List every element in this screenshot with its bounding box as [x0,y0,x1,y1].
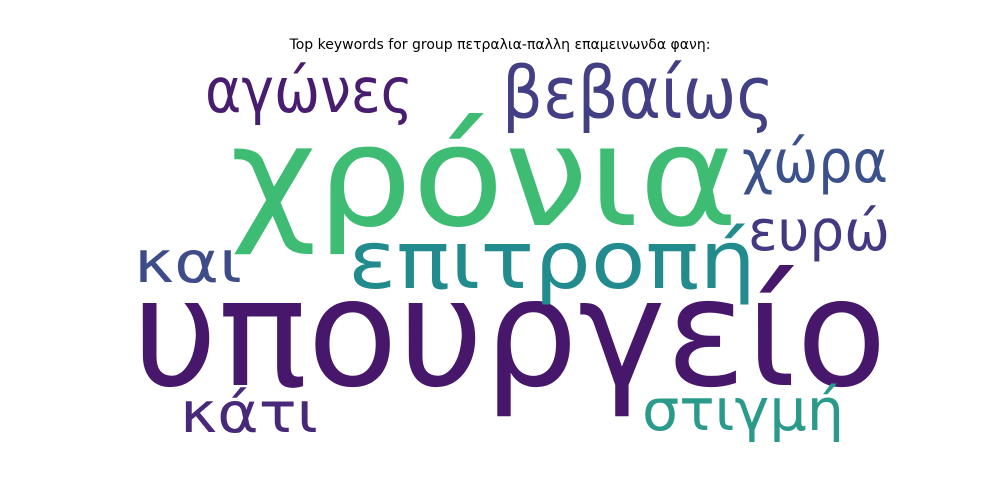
chart-title: Top keywords for group πετραλια-παλλη επ… [289,37,711,53]
wordcloud-word: αγώνες [205,54,413,127]
wordcloud-word: χώρα [742,127,888,197]
wordcloud-word: και [134,228,242,296]
wordcloud-word: ευρώ [748,199,890,264]
wordcloud-word: υπουργείο [132,247,887,421]
wordcloud-word: χρόνια [230,96,738,259]
wordcloud-word: στιγμή [642,376,844,444]
wordcloud-word: επιτροπή [348,214,756,307]
wordcloud-word: βεβαίως [502,51,774,135]
wordcloud-word: κάτι [180,381,318,446]
